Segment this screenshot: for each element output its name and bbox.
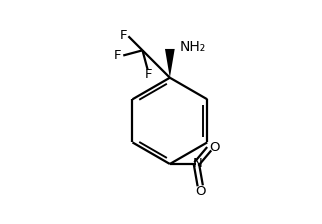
Polygon shape bbox=[165, 49, 175, 78]
Text: F: F bbox=[114, 49, 122, 62]
Text: NH₂: NH₂ bbox=[180, 40, 206, 54]
Text: N: N bbox=[193, 157, 203, 170]
Text: O: O bbox=[210, 141, 220, 154]
Text: F: F bbox=[120, 29, 127, 42]
Text: F: F bbox=[144, 68, 152, 81]
Text: O: O bbox=[196, 185, 206, 198]
